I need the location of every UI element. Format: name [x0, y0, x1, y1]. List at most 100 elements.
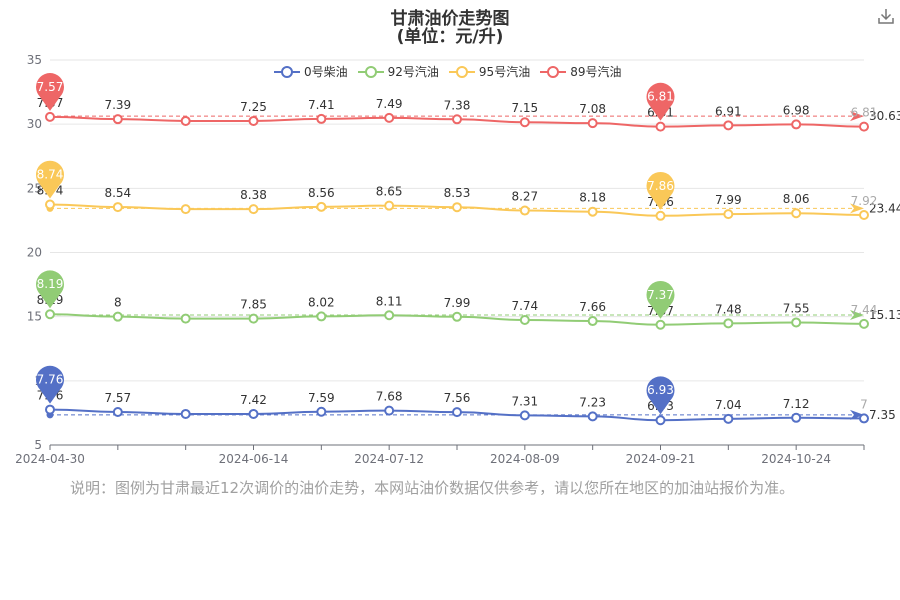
data-point [45, 199, 55, 210]
y-tick-label: 35 [27, 53, 42, 67]
data-label: 8.27 [511, 190, 538, 204]
data-point [655, 415, 666, 426]
data-label: 7 [860, 397, 868, 411]
data-point [723, 209, 734, 220]
data-label: 7.23 [579, 395, 606, 409]
data-label: 7.31 [511, 394, 538, 408]
data-point [112, 407, 123, 418]
data-point [791, 208, 802, 219]
extreme-marker-pin [646, 82, 675, 121]
data-label: 7.39 [104, 98, 131, 112]
data-point [859, 318, 869, 329]
average-label: 23.44 [869, 201, 900, 215]
data-point [112, 311, 123, 322]
extreme-marker-pin [36, 270, 65, 309]
data-label: 7.68 [376, 390, 403, 404]
data-point [180, 115, 191, 126]
x-tick-label: 2024-04-30 [15, 452, 85, 466]
average-arrow [850, 409, 864, 420]
y-tick-label: 5 [34, 438, 42, 452]
data-label: 7.12 [783, 397, 810, 411]
data-point [859, 413, 869, 424]
average-arrow [850, 309, 864, 320]
data-point [655, 121, 666, 132]
x-tick-label: 2024-07-12 [354, 452, 424, 466]
data-label: 7.55 [783, 301, 810, 315]
data-label: 8.54 [104, 186, 131, 200]
data-point [248, 408, 259, 419]
data-point [45, 111, 55, 122]
data-label: 7.41 [308, 98, 335, 112]
extreme-marker-pin [36, 73, 64, 111]
chart-title: 甘肃油价走势图 [390, 9, 510, 29]
data-label: 7.99 [444, 296, 471, 310]
data-point [859, 210, 869, 221]
extreme-marker-label: 7.86 [647, 179, 674, 193]
average-label: 7.35 [869, 408, 896, 422]
x-tick-label: 2024-06-14 [219, 452, 289, 466]
download-icon[interactable] [876, 6, 896, 26]
data-label: 7.15 [511, 101, 538, 115]
data-label: 6.91 [715, 104, 742, 118]
data-label: 8.56 [308, 186, 335, 200]
data-point [723, 120, 734, 131]
extreme-marker-pin [646, 376, 675, 415]
legend-item[interactable]: 0号柴油 [274, 63, 348, 80]
extreme-marker-label: 6.93 [647, 383, 674, 397]
data-point [316, 311, 327, 322]
data-label: 7.59 [308, 391, 335, 405]
x-tick-label: 2024-09-21 [626, 452, 696, 466]
legend-label: 95号汽油 [478, 65, 531, 79]
data-point [316, 201, 327, 212]
data-label: 8.18 [579, 191, 606, 205]
data-point [587, 118, 598, 129]
legend-item[interactable]: 89号汽油 [540, 63, 621, 80]
data-point [587, 411, 598, 422]
extreme-marker-label: 7.57 [37, 80, 64, 94]
data-point [384, 310, 395, 321]
data-point [587, 206, 598, 217]
legend-marker-icon [357, 65, 384, 78]
legend-label: 89号汽油 [570, 65, 622, 79]
y-tick-label: 15 [27, 310, 42, 324]
data-point [452, 202, 462, 213]
x-tick-label: 2024-10-24 [761, 452, 831, 466]
data-point [316, 406, 327, 417]
data-label: 7.56 [444, 391, 471, 405]
legend-item[interactable]: 95号汽油 [448, 63, 531, 80]
data-label: 7.66 [579, 300, 606, 314]
data-label: 7.48 [715, 302, 742, 316]
data-point [180, 204, 191, 215]
data-point [248, 204, 259, 215]
data-point [45, 404, 55, 415]
data-point [655, 319, 666, 330]
legend-item[interactable]: 92号汽油 [357, 63, 439, 80]
data-point [248, 313, 259, 324]
data-point [180, 408, 191, 419]
extreme-marker-label: 7.76 [37, 373, 64, 387]
data-label: 8.02 [308, 295, 335, 309]
data-point [723, 318, 734, 329]
data-point [112, 202, 123, 213]
legend-marker-icon [540, 65, 567, 78]
data-point [519, 410, 530, 421]
average-arrow [850, 203, 864, 214]
legend-marker-icon [448, 65, 475, 78]
data-label: 8.38 [240, 188, 267, 202]
data-point [384, 112, 395, 123]
data-label: 7.08 [579, 102, 606, 116]
data-point [587, 316, 598, 327]
data-point [519, 117, 530, 128]
x-tick-label: 2024-08-09 [490, 452, 560, 466]
data-label: 6.81 [851, 106, 878, 120]
data-point [723, 413, 734, 424]
data-point [655, 210, 666, 221]
extreme-marker-pin [36, 365, 65, 404]
data-label: 7.42 [240, 393, 267, 407]
chart-note: 说明：图例为甘肃最近12次调价的油价走势，本网站油价数据仅供参考，请以您所在地区… [70, 479, 795, 497]
data-label: 7.92 [851, 194, 878, 208]
data-point [452, 311, 462, 322]
chart-subtitle: (单位：元/升) [396, 27, 504, 47]
data-point [112, 114, 123, 125]
